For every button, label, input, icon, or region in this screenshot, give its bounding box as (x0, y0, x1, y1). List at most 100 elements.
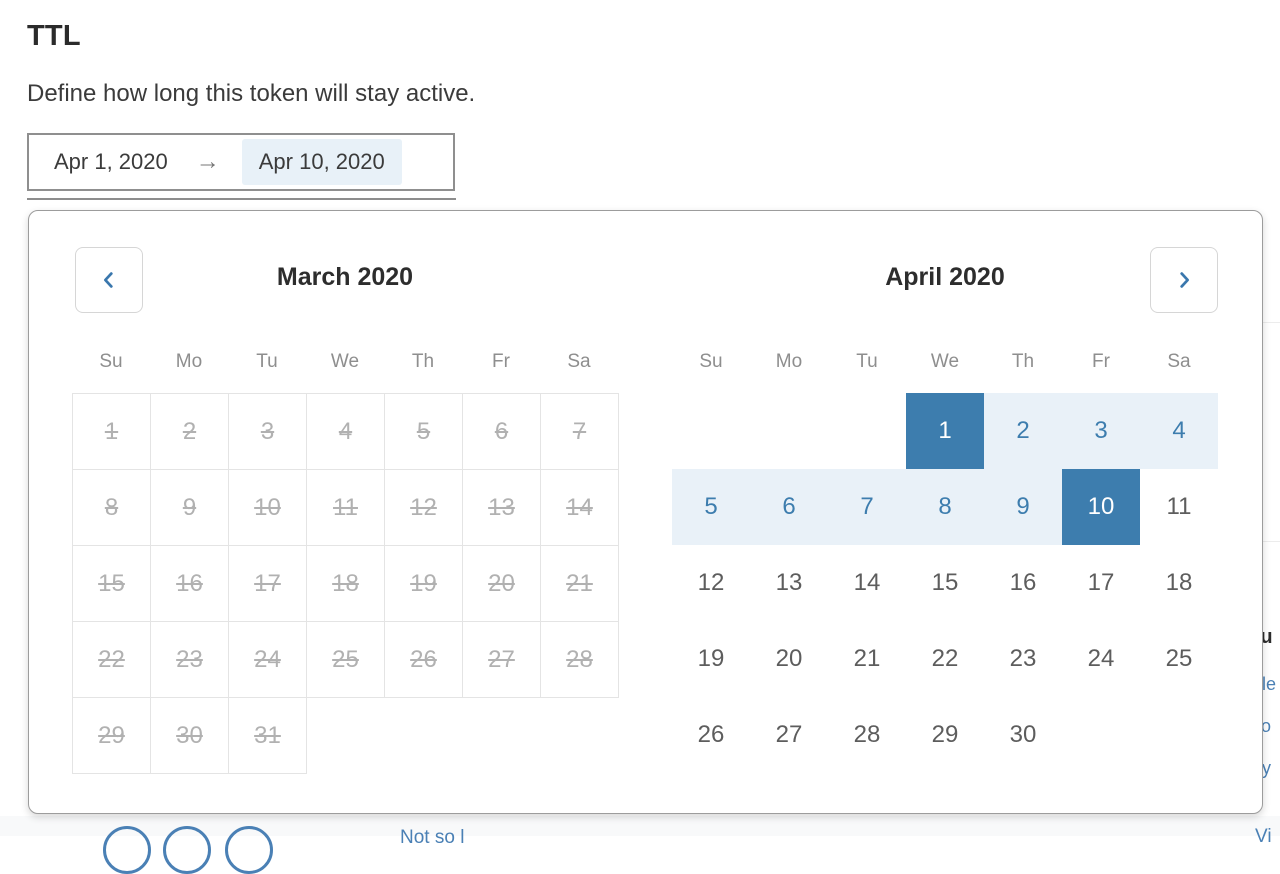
calendar-day: 15 (72, 545, 151, 622)
calendar-day[interactable]: 3 (1062, 393, 1140, 469)
next-month-button[interactable] (1150, 247, 1218, 313)
calendar-day[interactable]: 30 (1009, 721, 1037, 748)
calendar-day: 14 (540, 469, 619, 546)
calendar-day: 6 (462, 393, 541, 470)
page-description: Define how long this token will stay act… (27, 80, 476, 107)
calendar-day[interactable]: 8 (906, 469, 984, 545)
circle-button[interactable] (163, 826, 211, 874)
weekday-label: Mo (175, 351, 203, 372)
clipped-link-fragment[interactable]: o (1261, 716, 1272, 736)
calendar-week-row: 19 20 21 22 23 24 25 (672, 621, 1218, 697)
clipped-bottom-right-link[interactable]: Vi (1255, 826, 1272, 847)
weekday-label: Fr (1092, 351, 1110, 372)
weekday-label: Th (1011, 351, 1035, 372)
weekday-label: Fr (492, 351, 510, 372)
calendar-day[interactable]: 10 (1062, 469, 1140, 545)
calendar-grid: 1 2 3 4 5 6 7 8 9 10 11 12 13 14 15 16 17 18 19 20 21 22 23 24 2… (72, 393, 619, 774)
calendar-day: 10 (228, 469, 307, 546)
month-title: March 2020 (276, 263, 414, 291)
empty-day-cell (1062, 697, 1140, 773)
weekday-label: We (930, 351, 960, 372)
calendar-day[interactable]: 7 (828, 469, 906, 545)
input-shadow-line (27, 198, 456, 200)
previous-month-button[interactable] (75, 247, 143, 313)
calendar-day: 17 (228, 545, 307, 622)
calendar-grid: 1 2 3 4 5 6 7 8 9 10 11 12 13 14 15 16 17 18 19 20 21 22 23 24 2… (672, 393, 1218, 773)
calendar-day: 18 (306, 545, 385, 622)
calendar-day[interactable]: 16 (1009, 569, 1037, 596)
calendar-day[interactable]: 20 (775, 645, 803, 672)
start-date-field[interactable]: Apr 1, 2020 (54, 149, 168, 174)
calendar-day[interactable]: 19 (697, 645, 725, 672)
weekday-label: We (330, 351, 360, 372)
empty-day-cell (750, 393, 828, 469)
circle-button[interactable] (225, 826, 273, 874)
calendar-day[interactable]: 15 (931, 569, 959, 596)
calendar-day: 16 (150, 545, 229, 622)
calendar-day[interactable]: 1 (906, 393, 984, 469)
calendar-day: 3 (228, 393, 307, 470)
month-title: April 2020 (885, 263, 1005, 291)
clipped-link-fragment[interactable]: le (1262, 674, 1277, 694)
calendar-day[interactable]: 17 (1087, 569, 1115, 596)
calendar-day: 9 (150, 469, 229, 546)
clipped-bottom-link[interactable]: Not so l (400, 827, 465, 848)
chevron-right-icon (1180, 272, 1190, 288)
calendar-day: 26 (384, 621, 463, 698)
calendar-day[interactable]: 26 (697, 721, 725, 748)
weekday-label: Sa (1167, 351, 1191, 372)
calendar-day[interactable]: 13 (775, 569, 803, 596)
calendar-day: 27 (462, 621, 541, 698)
calendar-day: 4 (306, 393, 385, 470)
calendar-day[interactable]: 5 (672, 469, 750, 545)
month-calendar: Su Mo Tu We Th Fr Sa 1 2 3 4 5 6 7 8 9 10 11 12 13 14 15 16 17… (672, 351, 1220, 773)
calendar-day[interactable]: 21 (853, 645, 881, 672)
empty-day-cell (828, 393, 906, 469)
calendar-day: 28 (540, 621, 619, 698)
calendar-day: 19 (384, 545, 463, 622)
calendar-day: 11 (306, 469, 385, 546)
clipped-link-fragment[interactable]: y (1262, 758, 1271, 778)
empty-day-cell (463, 698, 541, 774)
calendar-day[interactable]: 4 (1140, 393, 1218, 469)
calendar-day[interactable]: 11 (1166, 493, 1192, 520)
calendar-day: 29 (72, 697, 151, 774)
weekday-label: Su (99, 351, 123, 372)
calendar-day: 8 (72, 469, 151, 546)
calendar-day: 12 (384, 469, 463, 546)
arrow-right-icon: → (195, 148, 220, 175)
calendar-day[interactable]: 29 (931, 721, 959, 748)
calendar-day[interactable]: 12 (697, 569, 725, 596)
chevron-left-icon (103, 272, 113, 288)
weekday-label: Su (699, 351, 723, 372)
calendar-day[interactable]: 28 (853, 721, 881, 748)
calendar-day: 25 (306, 621, 385, 698)
calendar-day[interactable]: 9 (984, 469, 1062, 545)
calendar-day: 1 (72, 393, 151, 470)
calendar-day[interactable]: 2 (984, 393, 1062, 469)
circle-button[interactable] (103, 826, 151, 874)
bottom-page-strip: Not so l Vi (0, 816, 1280, 874)
calendar-day: 20 (462, 545, 541, 622)
empty-day-cell (385, 698, 463, 774)
calendar-day[interactable]: 22 (931, 645, 959, 672)
calendar-week-row: 26 27 28 29 30 (672, 697, 1218, 773)
calendar-day[interactable]: 18 (1165, 569, 1193, 596)
calendar-day: 7 (540, 393, 619, 470)
calendar-day: 2 (150, 393, 229, 470)
calendar-day[interactable]: 24 (1087, 645, 1115, 672)
calendar-week-row: 5 6 7 8 9 10 11 (672, 469, 1218, 545)
calendar-day: 13 (462, 469, 541, 546)
empty-day-cell (541, 698, 619, 774)
calendar-day[interactable]: 23 (1009, 645, 1037, 672)
date-range-input[interactable]: Apr 1, 2020 → Apr 10, 2020 (27, 133, 455, 191)
calendar-day[interactable]: 25 (1165, 645, 1193, 672)
end-date-field[interactable]: Apr 10, 2020 (241, 139, 402, 185)
weekday-header-row: Su Mo Tu We Th Fr Sa (72, 351, 620, 379)
calendar-day[interactable]: 27 (775, 721, 803, 748)
calendar-week-row: 29 30 31 (72, 697, 619, 774)
calendar-day[interactable]: 14 (853, 569, 881, 596)
calendar-day[interactable]: 6 (750, 469, 828, 545)
